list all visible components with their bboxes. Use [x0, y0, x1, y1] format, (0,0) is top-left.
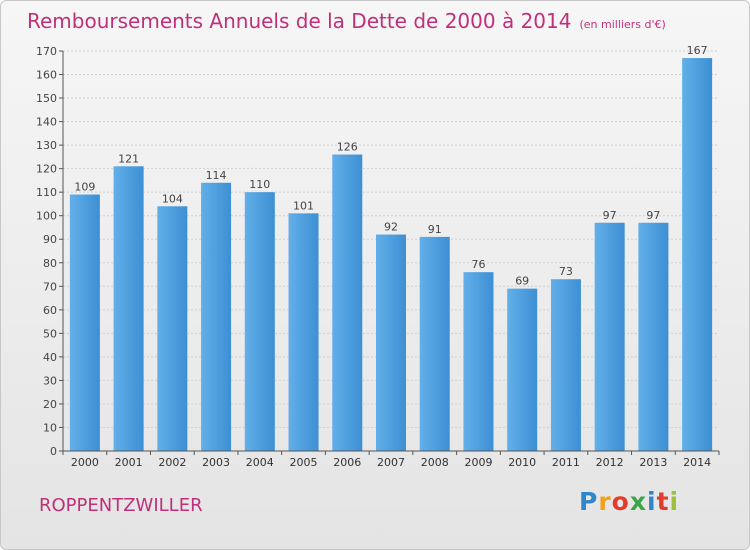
x-tick-label: 2000 [71, 456, 99, 469]
data-label: 110 [249, 178, 270, 191]
x-tick-label: 2009 [464, 456, 492, 469]
y-tick-label: 60 [43, 304, 57, 317]
data-label: 92 [384, 221, 398, 234]
x-tick-label: 2014 [683, 456, 711, 469]
bar [594, 222, 625, 451]
data-label: 114 [206, 169, 227, 182]
data-label: 126 [337, 141, 358, 154]
y-tick-label: 130 [36, 139, 57, 152]
bar [463, 272, 494, 451]
y-tick-label: 70 [43, 280, 57, 293]
y-tick-label: 20 [43, 398, 57, 411]
x-tick-label: 2005 [290, 456, 318, 469]
logo-letter: P [579, 487, 599, 516]
x-tick-label: 2012 [596, 456, 624, 469]
data-label: 76 [471, 258, 485, 271]
data-label: 109 [74, 181, 95, 194]
y-tick-label: 140 [36, 116, 57, 129]
y-tick-label: 10 [43, 421, 57, 434]
bar [244, 192, 275, 452]
x-tick-label: 2007 [377, 456, 405, 469]
y-tick-label: 50 [43, 327, 57, 340]
proxiti-logo[interactable]: Proxiti [579, 487, 679, 516]
logo-letter: r [598, 487, 612, 516]
bar [201, 182, 232, 451]
data-label: 73 [559, 265, 573, 278]
y-tick-label: 30 [43, 374, 57, 387]
logo-letter: o [611, 487, 630, 516]
x-tick-label: 2008 [421, 456, 449, 469]
y-tick-label: 150 [36, 92, 57, 105]
y-tick-label: 120 [36, 163, 57, 176]
y-tick-label: 40 [43, 351, 57, 364]
bar [113, 166, 144, 451]
data-label: 97 [646, 209, 660, 222]
x-tick-label: 2011 [552, 456, 580, 469]
x-tick-label: 2002 [158, 456, 186, 469]
x-tick-label: 2013 [639, 456, 667, 469]
data-label: 91 [428, 223, 442, 236]
bar [157, 206, 188, 451]
x-tick-label: 2004 [246, 456, 274, 469]
x-tick-label: 2001 [115, 456, 143, 469]
data-label: 104 [162, 192, 183, 205]
bar [376, 234, 406, 451]
logo-letter: i [647, 487, 657, 516]
x-tick-label: 2006 [333, 456, 361, 469]
logo-letter: x [629, 487, 647, 516]
data-label: 167 [687, 44, 708, 57]
logo-letter: i [669, 487, 680, 516]
y-tick-label: 110 [36, 186, 57, 199]
data-label: 97 [603, 209, 617, 222]
data-label: 121 [118, 152, 139, 165]
y-tick-label: 170 [36, 45, 57, 58]
y-tick-label: 100 [36, 210, 57, 223]
x-axis: 2000 2001 2002 2003 2004 2005 2006 2007 2008 2009… [62, 450, 720, 469]
bar [638, 222, 669, 451]
bar [550, 279, 581, 451]
bars: 109 121 104 114 110 101 126 92 91 76 69 73 97 97 167 [69, 44, 713, 452]
chart-title: Remboursements Annuels de la Dette de 20… [27, 9, 666, 33]
y-tick-label: 0 [50, 445, 57, 458]
logo-letter: t [656, 487, 670, 516]
chart-title-text: Remboursements Annuels de la Dette de 20… [27, 9, 572, 33]
chart-unit: (en milliers d'€) [579, 18, 666, 31]
data-label: 69 [515, 275, 529, 288]
y-axis: 0 10 20 30 40 50 60 70 80 90 100 110 120 130 140 150 160… [36, 45, 64, 458]
y-tick-label: 80 [43, 257, 57, 270]
x-tick-label: 2010 [508, 456, 536, 469]
bar [419, 236, 450, 451]
place-name: ROPPENTZWILLER [39, 495, 203, 516]
bar [507, 288, 538, 451]
y-tick-label: 160 [36, 69, 57, 82]
y-tick-label: 90 [43, 233, 57, 246]
x-tick-label: 2003 [202, 456, 230, 469]
bar [288, 213, 319, 451]
bar [69, 194, 100, 451]
data-label: 101 [293, 199, 314, 212]
bar [682, 58, 713, 451]
bar [332, 154, 363, 451]
